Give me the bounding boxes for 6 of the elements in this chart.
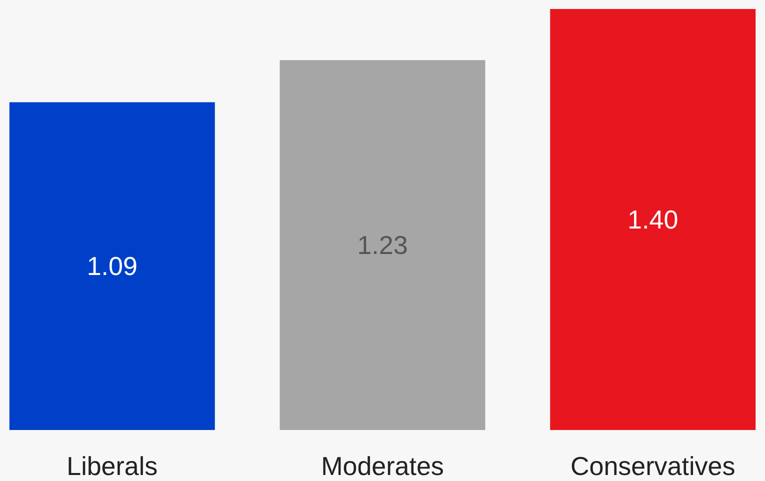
x-tick-label: Liberals	[66, 451, 158, 481]
data-label: 1.23	[357, 230, 408, 260]
data-label: 1.09	[86, 251, 138, 282]
x-tick-label: Conservatives	[570, 451, 736, 481]
x-tick-label: Moderates	[321, 451, 444, 481]
data-label: 1.40	[628, 204, 678, 234]
